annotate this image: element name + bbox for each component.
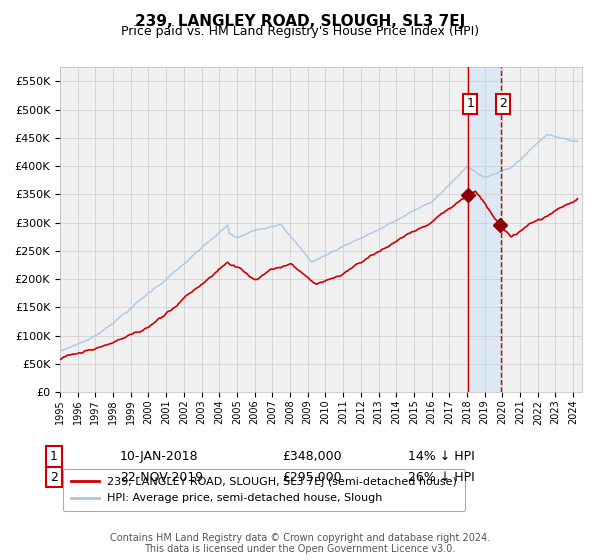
Bar bbox=[467, 67, 500, 392]
Text: £295,000: £295,000 bbox=[282, 470, 341, 484]
Text: £348,000: £348,000 bbox=[282, 450, 341, 463]
Text: 239, LANGLEY ROAD, SLOUGH, SL3 7EJ: 239, LANGLEY ROAD, SLOUGH, SL3 7EJ bbox=[135, 14, 465, 29]
Text: Price paid vs. HM Land Registry's House Price Index (HPI): Price paid vs. HM Land Registry's House … bbox=[121, 25, 479, 38]
Text: Contains HM Land Registry data © Crown copyright and database right 2024.
This d: Contains HM Land Registry data © Crown c… bbox=[110, 533, 490, 554]
Text: 1: 1 bbox=[50, 450, 58, 463]
Text: 22-NOV-2019: 22-NOV-2019 bbox=[120, 470, 203, 484]
Text: 10-JAN-2018: 10-JAN-2018 bbox=[120, 450, 199, 463]
Text: 2: 2 bbox=[50, 470, 58, 484]
Text: 1: 1 bbox=[466, 97, 474, 110]
Text: 2: 2 bbox=[499, 97, 507, 110]
Text: 14% ↓ HPI: 14% ↓ HPI bbox=[408, 450, 475, 463]
Legend: 239, LANGLEY ROAD, SLOUGH, SL3 7EJ (semi-detached house), HPI: Average price, se: 239, LANGLEY ROAD, SLOUGH, SL3 7EJ (semi… bbox=[63, 469, 465, 511]
Text: 26% ↓ HPI: 26% ↓ HPI bbox=[408, 470, 475, 484]
